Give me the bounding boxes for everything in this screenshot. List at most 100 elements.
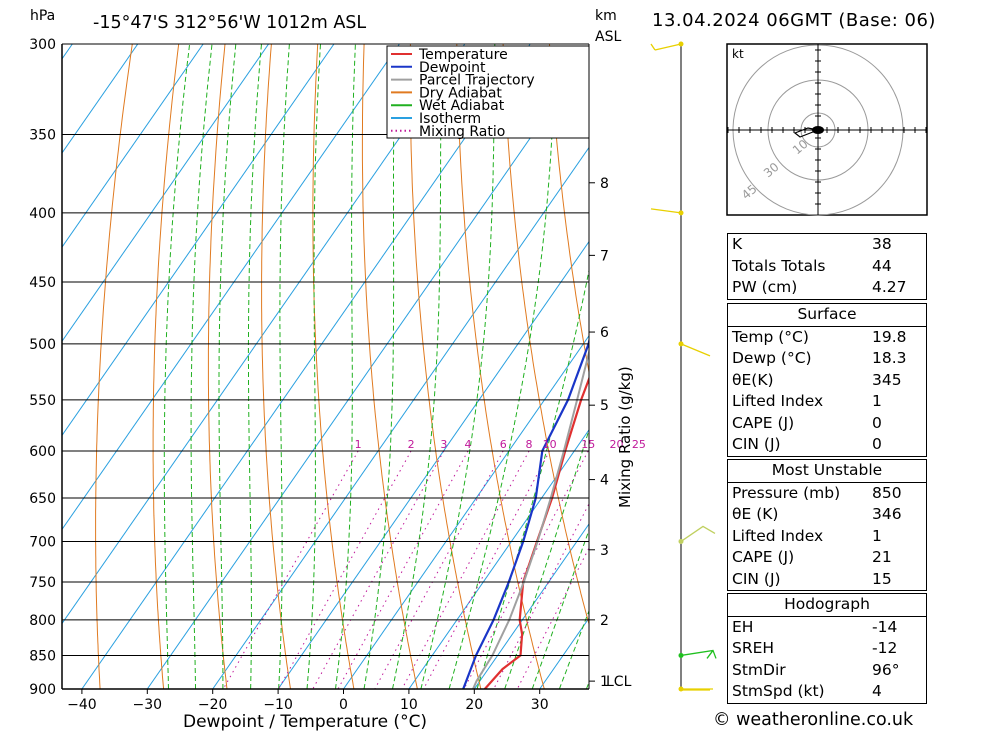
most-unstable-title: Most Unstable	[728, 460, 926, 483]
wet-adiabat-line	[420, 44, 496, 689]
location-title: -15°47'S 312°56'W 1012m ASL	[93, 13, 366, 33]
mixing-ratio-line	[222, 450, 359, 689]
mixing-ratio-label: 10	[543, 438, 557, 451]
pressure-tick-label: 500	[29, 337, 56, 353]
wet-adiabat-line	[476, 267, 589, 689]
wind-barb	[650, 208, 682, 214]
legend-label: Temperature	[418, 47, 508, 63]
credit-text: © weatheronline.co.uk	[713, 710, 914, 730]
row-value: 19.8	[872, 327, 907, 346]
index-label: PW (cm)	[732, 278, 798, 296]
mu-row: CIN (J) 15	[728, 569, 926, 591]
hodograph-title: Hodograph	[728, 594, 926, 617]
isotherm-line	[62, 44, 400, 531]
legend-label: Dewpoint	[419, 60, 486, 76]
wind-barb	[680, 525, 716, 542]
row-value: 1	[872, 526, 882, 545]
dry-adiabat-line	[207, 44, 228, 689]
wet-adiabat-line	[247, 44, 262, 689]
pressure-tick-label: 800	[29, 613, 56, 629]
surface-row: CIN (J) 0	[728, 434, 926, 456]
surface-row: CAPE (J) 0	[728, 413, 926, 435]
index-value: 38	[872, 235, 892, 253]
mixing-ratio-label: 25	[632, 438, 646, 451]
mu-row: Lifted Index 1	[728, 526, 926, 548]
isotherm-line	[62, 44, 466, 625]
index-label: Totals Totals	[732, 256, 826, 275]
index-label: K	[732, 235, 743, 253]
isotherm-line	[62, 44, 335, 437]
surface-row: Lifted Index 1	[728, 391, 926, 413]
pressure-unit-label: hPa	[30, 8, 55, 24]
isotherm-line	[0, 44, 7, 689]
index-row-k: K 38	[728, 234, 926, 256]
mixing-ratio-label: 20	[609, 438, 623, 451]
legend-label: Isotherm	[419, 111, 481, 127]
dry-adiabat-line	[409, 44, 482, 689]
asl-label: ASL	[595, 29, 621, 45]
row-label: θE(K)	[732, 370, 774, 389]
pressure-tick-label: 650	[29, 491, 56, 507]
row-label: StmDir	[732, 660, 786, 679]
isotherm-line	[81, 44, 531, 689]
pressure-tick-label: 450	[29, 275, 56, 291]
isotherm-line	[62, 44, 269, 343]
row-label: Pressure (mb)	[732, 483, 841, 502]
row-label: CAPE (J)	[732, 548, 795, 566]
mixing-ratio-axis-title: Mixing Ratio (g/kg)	[616, 366, 634, 508]
hodo-row: StmDir 96°	[728, 660, 926, 682]
km-tick-label: 2	[600, 613, 609, 629]
row-label: CIN (J)	[732, 569, 781, 588]
surface-table: Surface Temp (°C) 19.8 Dewp (°C) 18.3 θE(K…	[727, 303, 927, 457]
temperature-tick-label: 0	[339, 697, 348, 713]
wind-barb	[680, 343, 711, 357]
km-tick-label: 1	[600, 674, 609, 690]
row-value: 15	[872, 569, 892, 588]
pressure-tick-label: 350	[29, 128, 56, 144]
dry-adiabat-line	[312, 44, 355, 689]
mixing-ratio-label: 6	[500, 438, 507, 451]
temperature-tick-label: −30	[133, 697, 163, 713]
hodograph-storm-marker	[812, 126, 824, 134]
temperature-tick-label: 30	[531, 697, 549, 713]
row-label: SREH	[732, 639, 775, 657]
wet-adiabat-line	[363, 44, 396, 689]
surface-row: Dewp (°C) 18.3	[728, 348, 926, 370]
hodo-row: StmSpd (kt) 4	[728, 681, 926, 703]
row-value: 21	[872, 548, 892, 566]
km-tick-label: 7	[600, 248, 609, 264]
row-label: Lifted Index	[732, 526, 824, 545]
temperature-tick-label: 10	[400, 697, 418, 713]
pressure-tick-label: 600	[29, 444, 56, 460]
row-value: 4	[872, 682, 882, 700]
pressure-tick-label: 700	[29, 534, 56, 550]
pressure-tick-label: 900	[29, 682, 56, 698]
temperature-tick-label: −10	[263, 697, 293, 713]
mixing-ratio-line	[312, 450, 445, 689]
hodo-row: EH -14	[728, 617, 926, 639]
wind-barb	[681, 688, 713, 691]
dry-adiabat-line	[920, 44, 1000, 689]
pressure-tick-label: 750	[29, 575, 56, 591]
dry-adiabat-line	[95, 44, 133, 689]
legend-label: Wet Adiabat	[419, 98, 505, 114]
dry-adiabat-line	[361, 44, 418, 689]
row-value: 0	[872, 435, 882, 453]
mixing-ratio-label: 2	[408, 438, 415, 451]
mixing-ratio-line	[463, 450, 589, 689]
mu-row: θE (K) 346	[728, 504, 926, 526]
chart-date: 13.04.2024 06GMT (Base: 06)	[652, 10, 936, 31]
mixing-ratio-label: 1	[355, 438, 362, 451]
hodo-row: SREH -12	[728, 638, 926, 660]
row-label: EH	[732, 617, 754, 636]
dry-adiabat-line	[456, 44, 545, 689]
temperature-tick-label: 20	[465, 697, 483, 713]
dry-adiabat-line	[967, 44, 1000, 689]
row-value: -12	[872, 639, 898, 657]
hodograph-unit-label: kt	[732, 47, 744, 61]
surface-row: θE(K) 345	[728, 370, 926, 392]
km-tick-label: 5	[600, 398, 609, 414]
wet-adiabat-line	[504, 428, 589, 689]
